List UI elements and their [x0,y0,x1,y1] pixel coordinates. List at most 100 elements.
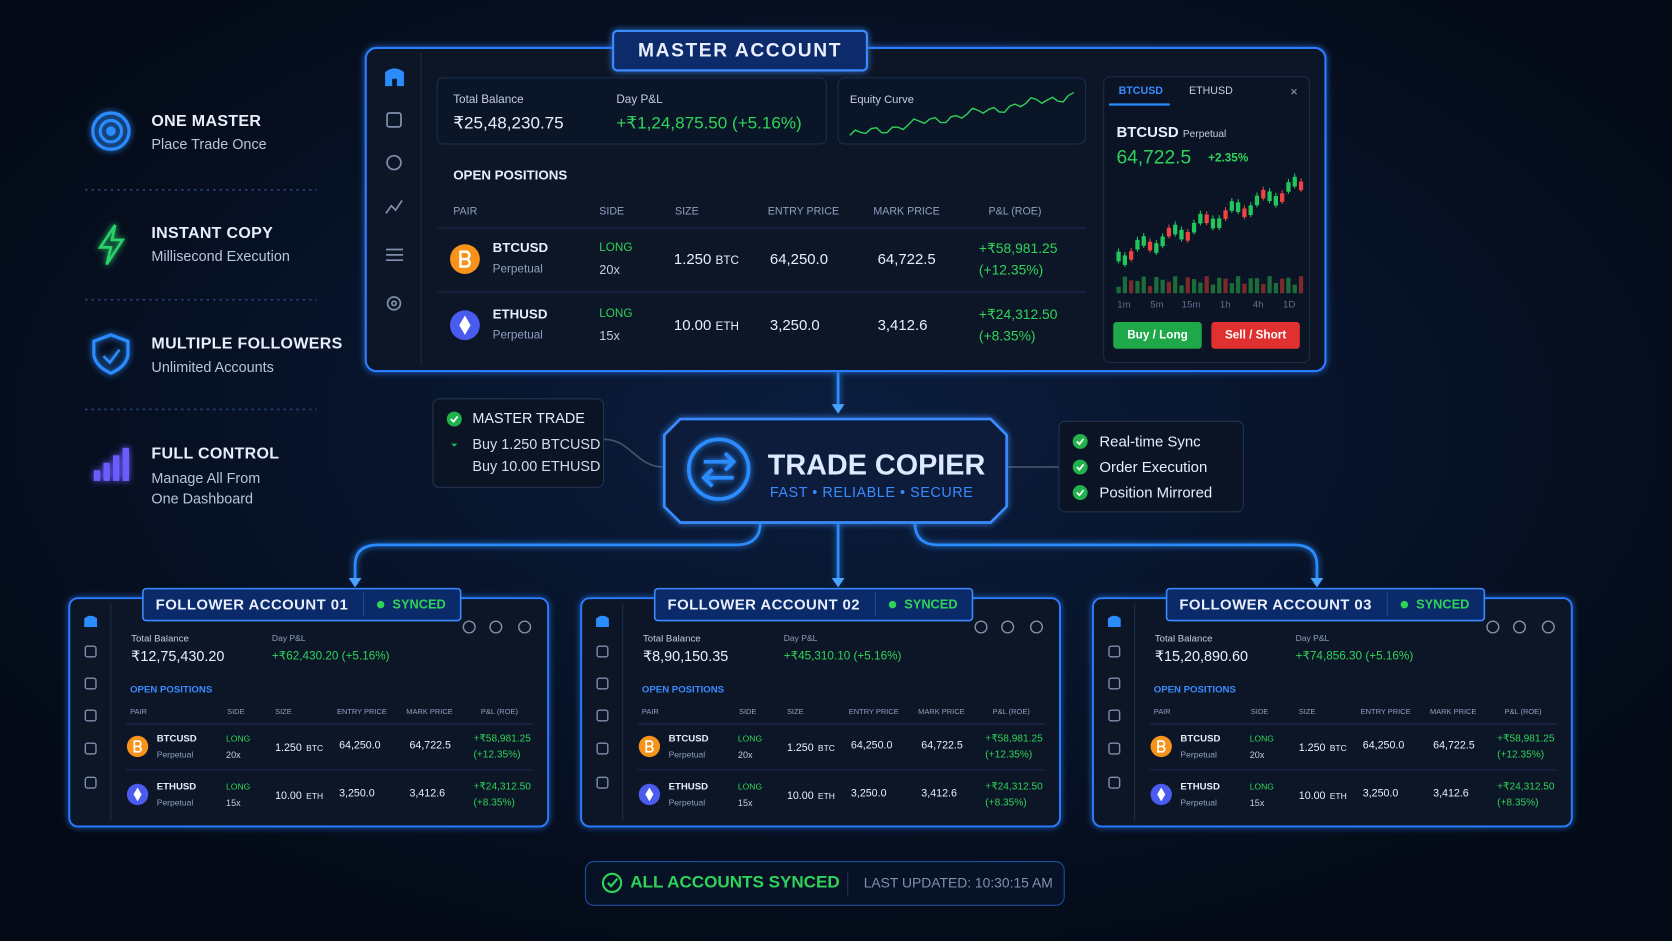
size-part: 1.250 [786,742,814,755]
chart-dot [1243,228,1245,230]
chart-dot [1217,236,1219,238]
copier-icon [686,437,751,501]
chart-dot [1140,177,1143,179]
timeframe[interactable]: 15m [1181,299,1201,310]
pair-type: Perpetual [492,328,543,342]
chart-dot [1140,219,1143,221]
chart-dot [1115,185,1117,187]
status-item: Order Execution [1099,458,1208,476]
chart-dot [1217,245,1219,247]
candle [1154,243,1159,253]
chart-dot [1285,194,1288,196]
size-part: BTC [306,743,324,754]
size-part: ETH [817,791,835,802]
chart-dot [1183,185,1185,187]
feature-separators [85,189,317,411]
balance-label: Total Balance [1154,632,1213,644]
volume-bar [1166,281,1172,294]
chart-dot [1277,245,1279,247]
positions-title: OPEN POSITIONS [641,684,725,695]
timeframe[interactable]: 1m [1117,299,1131,310]
pnl-value: +₹62,430.20 (+5.16%) [271,649,390,663]
chart-dot [1294,202,1296,204]
buy-button-bg[interactable] [1113,322,1202,349]
tab[interactable]: BTCUSD [1118,85,1164,98]
size-part: 10.00 [673,316,712,334]
chart-dot [1140,270,1143,272]
sync-dot [1400,600,1409,609]
sidebar-icon [596,615,609,628]
chart-dot [1217,194,1219,196]
chart-dot [1200,202,1202,204]
entry-price: 3,250.0 [1362,788,1399,800]
equity-card [837,77,1087,145]
column-header: P&L (ROE) [480,708,518,717]
timeframe[interactable]: 5m [1150,299,1164,310]
chart-dot [1260,245,1262,247]
toolbar-icon [1541,620,1555,634]
sell-button[interactable]: Sell / Short [1224,328,1287,342]
chart-dot [1277,279,1279,281]
sync-status: SYNCED [392,596,446,612]
follower-tab [1165,587,1486,622]
buy-button[interactable]: Buy / Long [1127,328,1188,342]
sell-button-bg[interactable] [1211,322,1300,349]
volume-bar [1254,278,1260,294]
size: 1.250 BTC [787,736,835,756]
size: 10.00 ETH [275,784,323,804]
chart-dot [1149,177,1151,179]
chart-dot [1234,279,1236,281]
size: 1.250 BTC [674,249,739,269]
chart-dot [1115,228,1117,230]
pnl: +₹58,981.25 [473,732,531,745]
volume-bar [1160,279,1165,294]
column-header: MARK PRICE [873,205,940,218]
footer-synced: ALL ACCOUNTS SYNCED [630,873,840,892]
entry-price: 64,250.0 [339,740,381,752]
pnl-value: +₹74,856.30 (+5.16%) [1295,649,1414,663]
pnl: +₹58,981.25 [985,732,1043,745]
volume-bar [1141,276,1146,294]
footer-updated: LAST UPDATED: 10:30:15 AM [863,874,1053,891]
check-mark [1076,463,1085,471]
timeframe[interactable]: 4h [1252,299,1264,310]
copier-box [662,417,1008,524]
volume-bar [1129,280,1134,294]
column-header: P&L (ROE) [1504,708,1542,717]
chart-dot [1140,253,1143,255]
timeframe[interactable]: 1D [1283,299,1296,310]
volume-bar [1179,285,1184,294]
chart-dot [1123,211,1125,213]
chart-dot [1200,185,1202,187]
chart-dot [1149,194,1151,196]
chart-dot [1132,270,1134,272]
pair-name: ETHUSD [1180,780,1220,792]
chart-dot [1285,236,1288,238]
chart-dot [1140,202,1143,204]
close-button[interactable]: × [1290,84,1298,99]
column-header: ENTRY PRICE [336,708,387,717]
tab[interactable]: ETHUSD [1188,85,1233,98]
eth-glyph [459,315,471,335]
pnl-label: Day P&L [271,633,306,644]
copier-title: TRADE COPIER [767,448,986,481]
balance-value: ₹25,48,230.75 [453,114,564,133]
column-header: SIDE [738,708,757,717]
chart-dot [1115,236,1117,238]
chart-dot [1294,194,1296,196]
chart-dot [1175,177,1177,179]
chart-dot [1140,194,1143,196]
sync-dot [888,600,897,609]
pair-type: Perpetual [1180,797,1217,807]
chart-dot [1115,270,1117,272]
chart-dot [1209,219,1211,221]
roe: (+8.35%) [1497,796,1539,809]
chart-dot [1175,270,1177,272]
chart-dot [1234,185,1236,187]
candle [1292,176,1297,187]
chart-dot [1260,211,1262,213]
volume-bar [1191,279,1197,294]
chart-dot [1183,228,1185,230]
timeframe[interactable]: 1h [1219,299,1231,310]
widget-symbol: BTCUSD Perpetual [1116,122,1226,142]
